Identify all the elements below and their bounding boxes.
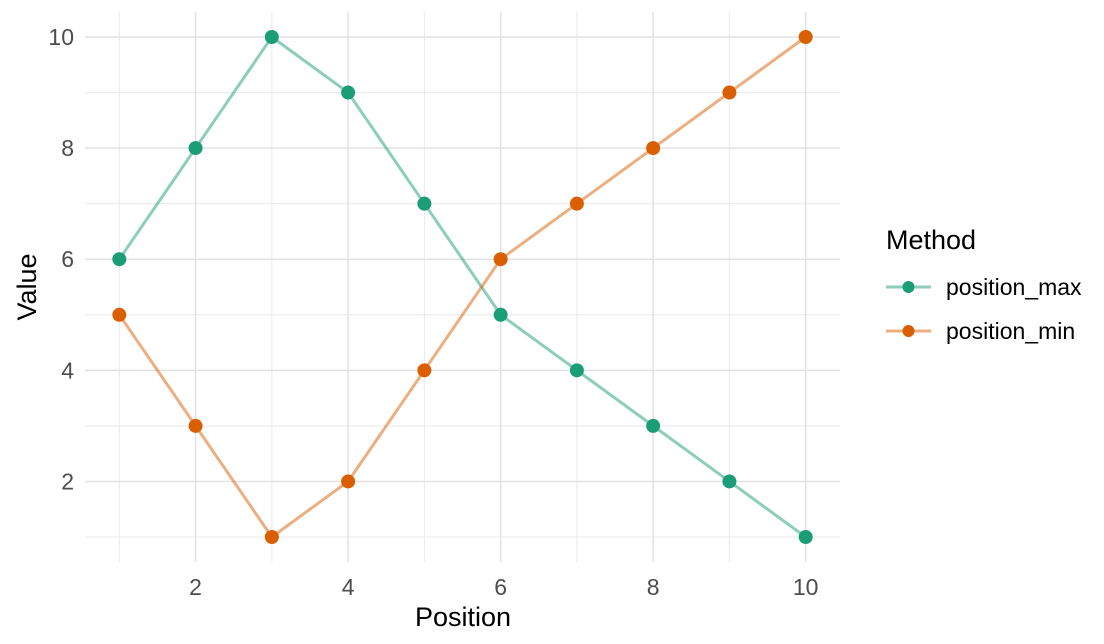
data-point-position_max xyxy=(264,30,279,44)
data-point-position_min xyxy=(188,418,203,433)
legend-entry-position_max: position_max xyxy=(886,274,1082,300)
legend-entry-label: position_max xyxy=(946,274,1082,300)
legend-entry-label: position_min xyxy=(946,318,1075,344)
legend-key-point xyxy=(902,325,915,337)
data-point-position_min xyxy=(417,363,432,378)
legend-title: Method xyxy=(886,225,976,255)
data-point-position_max xyxy=(188,141,203,156)
legend-entries: position_max position_min xyxy=(886,274,1082,344)
x-tick-label: 6 xyxy=(494,574,507,600)
data-point-position_max xyxy=(646,418,661,433)
data-point-position_max xyxy=(341,85,356,100)
x-axis-title: Position xyxy=(415,602,511,632)
data-point-position_min xyxy=(569,196,584,211)
data-point-position_min xyxy=(722,85,737,100)
data-point-position_min xyxy=(341,474,356,489)
series-line-position_max xyxy=(118,35,807,539)
x-tick-label: 10 xyxy=(793,574,819,600)
data-point-position_max xyxy=(112,252,127,267)
y-tick-label: 10 xyxy=(48,24,74,50)
series-layer xyxy=(112,30,813,544)
series-line-position_min xyxy=(118,35,807,539)
data-point-position_min xyxy=(493,252,508,267)
data-point-position_min xyxy=(264,530,279,544)
legend-key-point xyxy=(902,281,915,293)
x-tick-label: 2 xyxy=(189,574,202,600)
y-axis-title: Value xyxy=(12,253,42,320)
x-tick-label: 8 xyxy=(647,574,660,600)
x-axis-tick-labels: 2 4 6 8 10 xyxy=(189,574,818,600)
gridlines-minor xyxy=(85,12,840,562)
y-tick-label: 4 xyxy=(61,357,74,383)
data-point-position_max xyxy=(417,196,432,211)
data-point-position_max xyxy=(493,307,508,322)
legend: Method position_max position_min xyxy=(886,225,1082,344)
legend-entry-position_min: position_min xyxy=(886,318,1075,344)
data-point-position_min xyxy=(646,141,661,156)
y-tick-label: 8 xyxy=(61,135,74,161)
data-point-position_max xyxy=(798,530,813,544)
y-tick-label: 6 xyxy=(61,246,74,272)
data-point-position_max xyxy=(722,474,737,489)
x-tick-label: 4 xyxy=(342,574,355,600)
y-tick-label: 2 xyxy=(61,468,74,494)
y-axis-tick-labels: 2 4 6 8 10 xyxy=(48,24,74,494)
data-point-position_max xyxy=(569,363,584,378)
data-point-position_min xyxy=(798,30,813,44)
data-point-position_min xyxy=(112,307,127,322)
